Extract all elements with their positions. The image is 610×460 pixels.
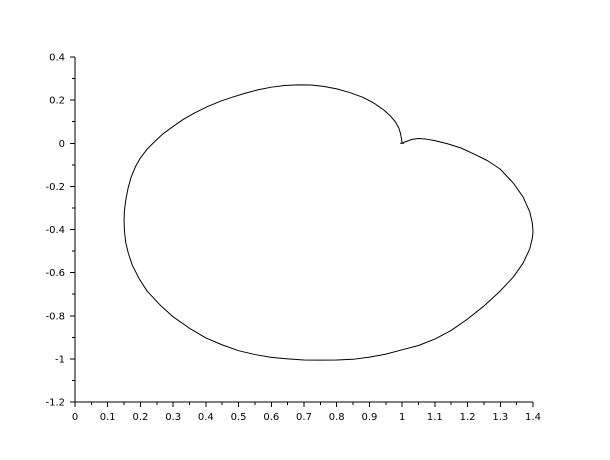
y-tick-label: -0.2 [45,182,65,193]
x-tick-label: 1.1 [427,412,443,423]
x-axis: 0 0.1 0.2 0.3 0.4 0.5 0.6 0.7 0.8 0.9 1 1.1 1.2 1.3 1.… [72,401,541,423]
y-tick-label: 0.2 [49,96,65,107]
x-tick-label: 1.2 [460,412,476,423]
series-layer [123,84,534,361]
x-tick-label: 0 [72,412,78,423]
x-tick-label: 0.6 [263,412,279,423]
x-tick-label: 1.3 [492,412,508,423]
x-tick-label: 0.1 [100,412,116,423]
x-tick-label: 0.9 [361,412,377,423]
x-tick-label: 0.4 [198,412,214,423]
y-axis: -1.2 -1 -0.8 -0.6 -0.4 -0.2 0 0.2 0.4 [45,53,76,409]
y-tick-label: -0.6 [45,268,65,279]
y-tick-label: 0.4 [49,53,65,64]
y-tick-label: -1.2 [45,398,65,409]
x-tick-label: 0.2 [132,412,148,423]
x-tick-label: 0.8 [329,412,345,423]
y-tick-label: 0 [59,139,65,150]
y-tick-label: -0.8 [45,311,65,322]
x-tick-label: 1 [399,412,405,423]
x-tick-label: 0.3 [165,412,181,423]
x-tick-label: 0.5 [231,412,247,423]
x-tick-label: 0.7 [296,412,312,423]
series-line [123,84,534,361]
x-tick-label: 1.4 [525,412,541,423]
y-tick-label: -0.4 [45,225,65,236]
y-tick-label: -1 [55,354,65,365]
